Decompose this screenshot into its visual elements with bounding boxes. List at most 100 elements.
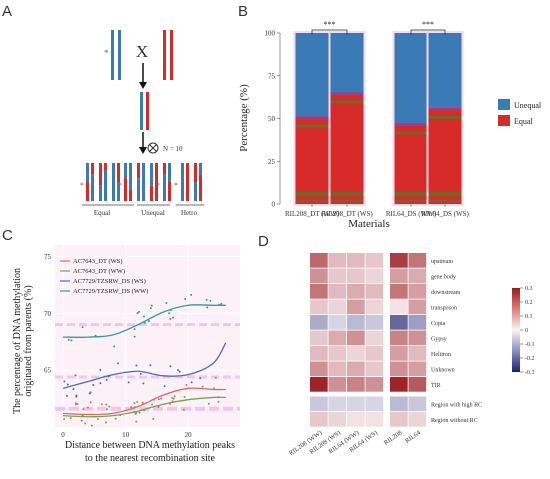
data-point (69, 417, 72, 420)
heatmap-row-label: upstream (431, 259, 453, 265)
legend-label-dt-ww: AC7643_DT (WW) (73, 268, 125, 275)
heatmap-cell (408, 299, 427, 315)
heatmap-cell (347, 377, 365, 392)
bar-equal (428, 109, 462, 204)
data-point (88, 392, 91, 395)
data-point (199, 377, 202, 380)
arrow-head-2 (139, 147, 147, 154)
chromosome (117, 163, 120, 182)
b-y-axis-label: Percentage (%) (238, 84, 250, 152)
panel-a: A * * * * * X N = 10 Equal Unequal Hetro (0, 0, 240, 225)
colorbar-tick-label: -0.1 (525, 342, 535, 348)
heatmap-cell (390, 412, 408, 427)
heatmap-cell (365, 330, 384, 346)
marker-star: * (104, 48, 109, 58)
chromosome (124, 178, 127, 201)
bar-unequal (295, 33, 329, 119)
data-point (169, 317, 172, 320)
chromosome (194, 163, 197, 182)
x-tick-label: RIL208_DT (WW) (285, 210, 340, 218)
trend-line (62, 396, 226, 418)
bar-unequal (394, 33, 428, 126)
chromosome (99, 185, 102, 201)
chromosome (111, 30, 114, 80)
heatmap-cell (310, 377, 328, 392)
data-point (105, 378, 108, 381)
heatmap-cell (365, 315, 384, 330)
data-point (149, 307, 152, 310)
chromosome (86, 182, 89, 201)
data-point (160, 397, 163, 400)
data-point (172, 397, 175, 400)
c-x-axis-label-line2: to the nearest recombination site (85, 453, 216, 464)
data-point (130, 406, 133, 409)
crossing-diagram: * * * * * X N = 10 Equal Unequal Hetro (80, 30, 204, 217)
heatmap-cell (365, 377, 384, 392)
bar-band (394, 200, 428, 202)
c-y-axis-label-line2: originated from parents (%) (23, 285, 34, 396)
heatmap-cell (310, 396, 328, 412)
data-point (92, 383, 95, 386)
data-point (135, 411, 138, 414)
colorbar-tick-label: -0.2 (525, 356, 535, 362)
chromosome (168, 163, 171, 182)
data-point (63, 418, 66, 421)
b-x-axis-label: Materials (348, 218, 390, 230)
data-point (147, 320, 150, 323)
data-point (172, 316, 175, 319)
data-point (220, 302, 223, 305)
c-y-axis-label-line1: The percentage of DNA methylation (12, 268, 23, 414)
chromosome (104, 170, 107, 201)
bar-band (394, 123, 428, 126)
heatmap-cell (365, 299, 384, 315)
data-point (127, 381, 130, 384)
heatmap-row-label: downstream (431, 290, 461, 296)
group-label-equal: Equal (94, 209, 110, 217)
y-tick-label: 50 (268, 115, 276, 123)
data-point (63, 380, 66, 383)
panel-b-label: B (238, 3, 249, 20)
heatmap-row-label: gene body (431, 274, 456, 280)
bar-band (295, 200, 329, 202)
self-cross-note: N = 10 (163, 145, 183, 153)
colorbar-tick-label: 0 (525, 328, 528, 334)
chromosome (155, 163, 158, 201)
colorbar (512, 288, 520, 372)
cross-symbol: X (136, 42, 148, 61)
data-point (135, 364, 138, 367)
data-point (151, 403, 154, 406)
data-point (137, 310, 140, 313)
data-point (114, 417, 117, 420)
chromosome (181, 163, 184, 201)
chromosome (117, 182, 120, 201)
bar-band (295, 124, 329, 128)
y-tick-label: 65 (44, 367, 52, 375)
heatmap-cell (328, 330, 347, 346)
heatmap-cell (328, 268, 347, 284)
bar-band (330, 100, 364, 104)
data-point (157, 398, 160, 401)
legend-label-ds-ww: AC7729/TZSRW_DS (WW) (73, 288, 148, 295)
heatmap-cell (390, 346, 408, 361)
heatmap-cell (328, 253, 347, 268)
heatmap-cell (347, 361, 365, 377)
y-tick-label: 0 (272, 201, 276, 209)
heatmap-cell (347, 346, 365, 361)
data-point (105, 408, 108, 411)
x-tick-label: 0 (61, 431, 65, 439)
data-point (84, 422, 87, 425)
data-point (168, 312, 171, 315)
heatmap-cell (347, 315, 365, 330)
heatmap-cell (390, 284, 408, 299)
chromosome (137, 163, 140, 179)
chromosome (99, 163, 102, 186)
heatmap-cell (408, 377, 427, 392)
bar-equal (330, 94, 364, 204)
chromosome (186, 163, 189, 201)
data-point (206, 306, 209, 309)
data-point (86, 406, 89, 409)
panel-c: C 65 70 75 0 10 20 The percentage of DNA meth… (0, 225, 250, 474)
data-point (139, 372, 142, 375)
heatmap-cell (365, 253, 384, 268)
heatmap-cell (328, 396, 347, 412)
